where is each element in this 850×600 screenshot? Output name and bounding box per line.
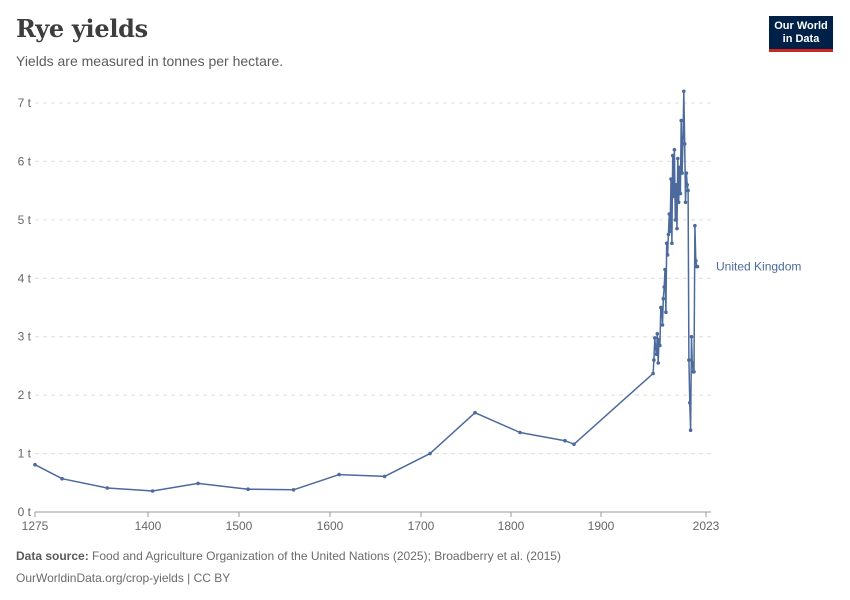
data-point — [682, 142, 687, 146]
data-point — [658, 343, 662, 348]
x-tick-label: 1800 — [498, 519, 525, 533]
x-tick-label: 2023 — [693, 519, 720, 533]
data-point — [690, 361, 695, 365]
axes: 0 t 1 t 2 t 3 t 4 t 5 t 6 t 7 t 1275 1400 1500 1600… — [18, 96, 720, 533]
data-point — [651, 371, 655, 376]
data-point — [692, 370, 696, 374]
data-point — [653, 346, 658, 351]
series-label-united-kingdom: United Kingdom — [716, 260, 801, 274]
source-url[interactable]: OurWorldinData.org/crop-yields | CC BY — [16, 571, 231, 585]
data-point — [674, 183, 678, 187]
data-point — [105, 486, 110, 490]
data-point — [428, 451, 432, 456]
data-point — [694, 259, 698, 263]
data-point — [150, 489, 155, 493]
data-point — [670, 153, 675, 158]
data-point — [246, 487, 250, 492]
data-point — [657, 337, 661, 342]
x-tick-label: 1500 — [226, 519, 253, 533]
y-tick-label: 2 t — [18, 388, 32, 402]
data-point — [196, 481, 200, 486]
data-point — [518, 430, 522, 435]
y-tick-label: 0 t — [18, 505, 32, 519]
data-point — [382, 474, 387, 479]
data-point — [684, 171, 689, 175]
series-line-united-kingdom — [34, 90, 698, 492]
data-point — [663, 267, 667, 272]
data-point — [685, 183, 689, 187]
data-point — [652, 358, 656, 362]
data-point — [681, 136, 685, 140]
x-tick-label: 1700 — [408, 519, 435, 533]
chart-title: Rye yields — [16, 14, 148, 43]
logo-line-2: in Data — [782, 33, 820, 45]
data-point — [656, 361, 660, 365]
logo-line-1: Our World — [774, 20, 828, 32]
owid-logo[interactable]: Our World in Data — [769, 16, 833, 52]
data-point — [572, 442, 576, 447]
data-point — [654, 352, 659, 357]
data-point — [665, 253, 670, 257]
data-point — [653, 336, 657, 340]
y-tick-label: 7 t — [18, 96, 32, 110]
data-point — [689, 334, 694, 339]
data-point — [664, 310, 668, 315]
data-point — [682, 89, 686, 94]
data-point — [60, 476, 64, 481]
data-point — [676, 200, 681, 205]
data-point — [679, 118, 683, 123]
y-tick-label: 1 t — [18, 447, 32, 461]
series-layer: United Kingdom — [33, 89, 801, 493]
data-point — [688, 400, 692, 405]
y-tick-label: 4 t — [18, 271, 32, 285]
y-tick-label: 3 t — [18, 330, 32, 344]
data-source-label: Data source: — [16, 549, 89, 563]
data-source: Data source: Food and Agriculture Organi… — [16, 549, 561, 563]
grid-lines — [35, 102, 711, 455]
x-tick-label: 1900 — [588, 519, 615, 533]
data-point — [291, 488, 296, 492]
data-point — [673, 218, 678, 222]
data-point — [659, 305, 664, 310]
data-point — [662, 285, 666, 289]
data-point — [337, 472, 341, 477]
data-point — [680, 171, 684, 175]
data-point — [655, 332, 660, 336]
data-point — [473, 410, 477, 415]
y-tick-label: 6 t — [18, 154, 32, 168]
chart-subtitle: Yields are measured in tonnes per hectar… — [16, 53, 284, 69]
data-point — [660, 323, 665, 327]
data-point — [669, 177, 673, 181]
data-point — [671, 194, 676, 199]
x-tick-label: 1275 — [22, 519, 49, 533]
data-point — [666, 232, 671, 237]
data-point — [670, 241, 674, 245]
data-point — [686, 188, 690, 193]
data-point — [695, 264, 700, 269]
data-point — [677, 165, 682, 170]
data-point — [33, 462, 37, 467]
data-point — [672, 147, 677, 152]
y-tick-label: 5 t — [18, 213, 32, 227]
data-point — [678, 191, 683, 196]
data-point — [661, 296, 666, 301]
data-point — [693, 223, 697, 228]
data-point — [687, 358, 691, 362]
x-tick-label: 1600 — [317, 519, 344, 533]
data-point — [676, 156, 680, 161]
data-point — [667, 212, 672, 216]
data-point — [668, 229, 672, 234]
data-source-text: Food and Agriculture Organization of the… — [92, 549, 561, 563]
data-point — [688, 428, 693, 433]
data-point — [664, 241, 669, 245]
data-point — [683, 200, 688, 205]
x-tick-label: 1400 — [135, 519, 162, 533]
data-point — [563, 438, 567, 443]
data-point — [675, 226, 679, 231]
